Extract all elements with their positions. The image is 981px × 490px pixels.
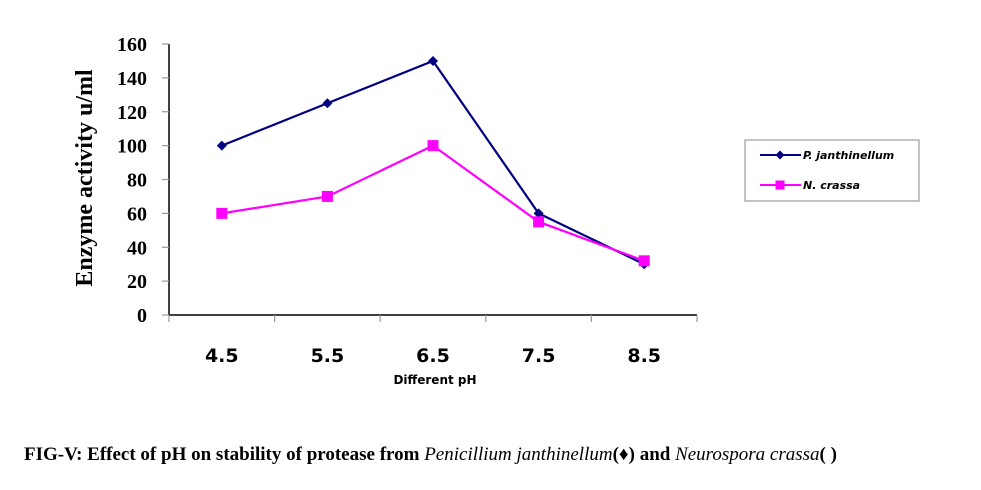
data-point bbox=[427, 140, 439, 152]
legend-label: P. janthinellum bbox=[803, 149, 894, 162]
y-tick-label: 0 bbox=[137, 305, 147, 327]
legend: P. janthinellum N. crassa bbox=[744, 139, 920, 202]
x-tick-label: 6.5 bbox=[416, 345, 450, 367]
caption-marker-1: (♦) bbox=[612, 444, 635, 465]
series-p-janthinellum bbox=[216, 55, 650, 270]
caption-species-2: Neurospora crassa bbox=[675, 444, 820, 465]
y-tick-label: 140 bbox=[117, 68, 147, 90]
series-n-crassa bbox=[216, 140, 650, 267]
caption-species-1: Penicillium janthinellum bbox=[424, 444, 613, 465]
legend-label: N. crassa bbox=[803, 179, 860, 192]
series-line bbox=[221, 59, 645, 266]
x-axis-label: Different pH bbox=[393, 373, 476, 387]
caption-joiner: and bbox=[634, 444, 676, 465]
y-tick-label: 100 bbox=[117, 136, 147, 158]
x-tick-label: 8.5 bbox=[627, 345, 661, 367]
legend-box bbox=[744, 139, 920, 202]
y-tick-label: 160 bbox=[117, 34, 147, 56]
data-point bbox=[322, 98, 333, 109]
data-point bbox=[216, 140, 227, 151]
caption-prefix: FIG-V: Effect of pH on stability of prot… bbox=[24, 444, 425, 465]
data-point bbox=[533, 216, 545, 228]
axes bbox=[168, 44, 697, 316]
y-axis-label: Enzyme activity u/ml bbox=[72, 69, 98, 287]
x-ticks: 4.5 5.5 6.5 7.5 8.5 bbox=[168, 315, 698, 367]
y-tick-label: 60 bbox=[127, 203, 147, 225]
y-tick-label: 80 bbox=[127, 170, 147, 192]
legend-marker bbox=[775, 180, 785, 190]
data-point bbox=[638, 255, 650, 267]
caption-marker-2: ( ) bbox=[819, 444, 837, 465]
y-tick-label: 40 bbox=[127, 237, 147, 259]
y-tick-label: 120 bbox=[117, 102, 147, 124]
line-chart: 0 20 40 60 80 100 120 140 160 4.5 5.5 6.5 7.5 8.5 En… bbox=[72, 34, 920, 387]
x-tick-label: 5.5 bbox=[311, 345, 345, 367]
data-point bbox=[428, 55, 438, 66]
data-point bbox=[321, 190, 333, 202]
series-line bbox=[221, 144, 645, 262]
data-point bbox=[533, 208, 544, 219]
legend-marker bbox=[775, 150, 785, 160]
y-tick-label: 20 bbox=[127, 271, 147, 293]
series-group bbox=[216, 55, 650, 270]
y-ticks: 0 20 40 60 80 100 120 140 160 bbox=[117, 34, 169, 327]
figure-caption: FIG-V: Effect of pH on stability of prot… bbox=[24, 444, 837, 466]
x-tick-label: 7.5 bbox=[522, 345, 556, 367]
data-point bbox=[216, 207, 228, 219]
x-tick-label: 4.5 bbox=[205, 345, 239, 367]
